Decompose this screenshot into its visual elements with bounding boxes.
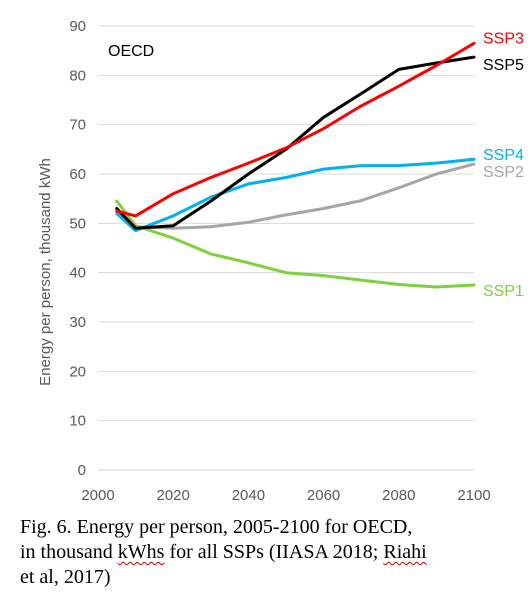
- gridlines: [98, 25, 474, 422]
- caption-line-1: Fig. 6. Energy per person, 2005-2100 for…: [20, 516, 413, 538]
- y-tick-label: 60: [69, 166, 86, 183]
- y-tick-label: 70: [69, 117, 86, 134]
- y-tick-label: 20: [69, 363, 86, 380]
- series-label-ssp4: SSP4: [483, 147, 524, 164]
- line-chart: 0 10 20 30 40 50 60 70 80 90 2000 2020 2040 2060 2080 2…: [37, 18, 524, 504]
- x-tick-label: 2100: [457, 487, 490, 504]
- series-label-ssp3: SSP3: [483, 30, 524, 47]
- series-line-ssp3: [115, 41, 476, 218]
- x-tick-label: 2040: [232, 487, 265, 504]
- x-tick-label: 2080: [382, 487, 415, 504]
- caption-line-2-part-1: in thousand: [20, 541, 118, 563]
- y-tick-label: 30: [69, 314, 86, 331]
- series-line-ssp1: [115, 199, 476, 289]
- y-tick-label: 80: [69, 67, 86, 84]
- caption-spellcheck-word: Riahi: [383, 541, 427, 563]
- y-tick-label: 90: [69, 18, 86, 35]
- y-tick-label: 10: [69, 413, 86, 430]
- chart-title: OECD: [108, 43, 154, 60]
- x-tick-label: 2000: [81, 487, 114, 504]
- y-tick-label: 50: [69, 215, 86, 232]
- axes: 0 10 20 30 40 50 60 70 80 90 2000 2020 2040 2060 2080 2…: [69, 18, 490, 504]
- caption-line-2-part-2: for all SSPs (IIASA 2018;: [164, 541, 384, 563]
- series-label-ssp5: SSP5: [483, 57, 524, 74]
- series-lines: [115, 41, 476, 289]
- x-tick-label: 2020: [157, 487, 190, 504]
- series-line-ssp4: [115, 157, 476, 233]
- caption-line-3: et al, 2017): [20, 566, 111, 588]
- caption-spellcheck-word: kWhs: [117, 541, 165, 563]
- y-tick-label: 0: [78, 462, 86, 479]
- series-label-ssp1: SSP1: [483, 283, 524, 300]
- figure-caption: Fig. 6. Energy per person, 2005-2100 for…: [20, 515, 520, 590]
- x-tick-label: 2060: [307, 487, 340, 504]
- y-tick-label: 40: [69, 265, 86, 282]
- caption-line-2: in thousand kWhs for all SSPs (IIASA 201…: [20, 540, 520, 565]
- series-label-ssp2: SSP2: [483, 164, 524, 181]
- y-axis-title: Energy per person, thousand kWh: [37, 158, 54, 386]
